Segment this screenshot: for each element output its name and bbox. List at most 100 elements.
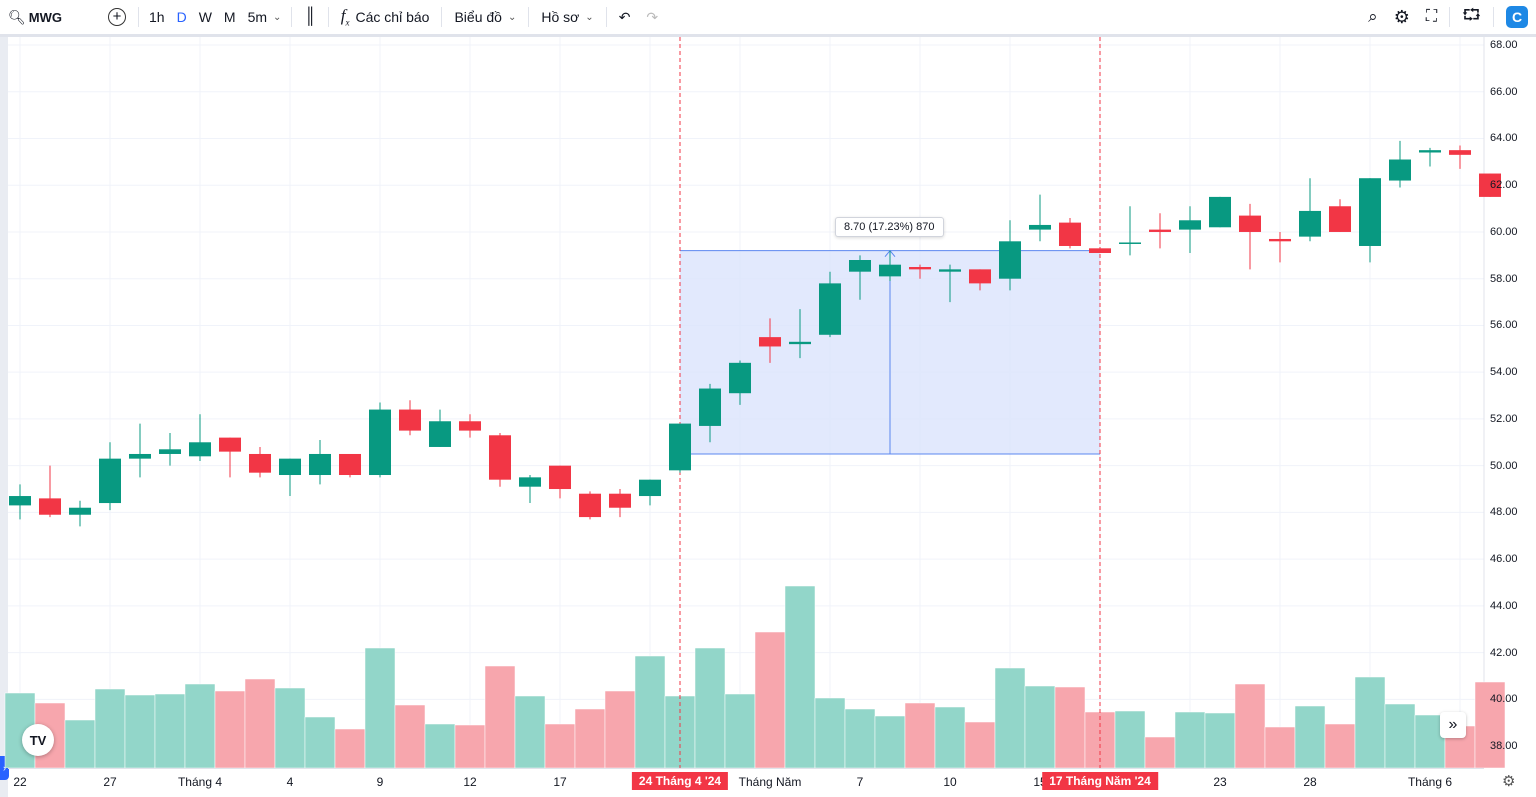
time-label: 17 <box>553 775 567 789</box>
candle-body <box>909 267 931 270</box>
candle-body <box>999 241 1021 279</box>
volume-bar <box>484 665 516 768</box>
price-label: 48.00 <box>1490 506 1518 519</box>
price-label: 58.00 <box>1490 272 1518 285</box>
app-logo[interactable]: C <box>1498 0 1536 34</box>
compare-button[interactable]: + <box>100 0 134 34</box>
volume-bar <box>814 697 846 768</box>
axis-settings-icon[interactable]: ⚙ <box>1502 773 1516 790</box>
volume-bar <box>1024 685 1056 768</box>
indicators-button[interactable]: fx Các chỉ báo <box>340 6 430 28</box>
candle-body <box>1479 173 1501 197</box>
symbol-search[interactable]: 🔍︎ MWG <box>8 8 62 25</box>
time-label: 12 <box>463 775 477 789</box>
interval-5m[interactable]: 5m ⌄ <box>247 9 282 25</box>
volume-bar <box>514 695 546 768</box>
left-drawing-strip <box>0 37 8 797</box>
candle-body <box>1089 248 1111 253</box>
candle-body <box>1179 220 1201 230</box>
time-label: 4 <box>286 775 294 789</box>
brand-logo-icon: C <box>1506 6 1528 28</box>
volume-bar <box>154 693 186 768</box>
candle-body <box>819 283 841 335</box>
candle-body <box>249 453 271 473</box>
measure-label: 8.70 (17.23%) 870 <box>835 217 944 237</box>
volume-bar <box>574 708 606 768</box>
candle-body <box>1239 215 1261 232</box>
settings-button[interactable]: ⚙ <box>1386 0 1418 34</box>
volume-bar <box>1384 703 1416 768</box>
price-label: 56.00 <box>1490 319 1518 332</box>
candle-body <box>1209 196 1231 228</box>
interval-D[interactable]: D <box>176 9 187 25</box>
candle-body <box>429 421 451 447</box>
quick-search-button[interactable]: ⌕ <box>1360 0 1386 34</box>
price-label: 62.00 <box>1490 179 1518 192</box>
candle-body <box>1419 150 1441 153</box>
volume-bar <box>424 723 456 768</box>
time-axis[interactable]: 22 27 Tháng 4 4 9 12 17 24 Tháng 4 '24 Tháng Năm… <box>8 768 1484 797</box>
time-label: 27 <box>103 775 117 789</box>
volume-bar <box>1114 710 1146 768</box>
candles-icon: ║ <box>304 8 316 25</box>
redo-button[interactable]: ↷ <box>638 0 666 34</box>
volume-bar <box>1054 686 1086 768</box>
volume-bar <box>214 690 246 768</box>
profile-menu[interactable]: Hồ sơ ⌄ <box>541 9 594 25</box>
tradingview-logo[interactable]: TV <box>22 724 54 756</box>
volume-bar <box>124 694 156 768</box>
divider <box>138 7 139 27</box>
volume-bar <box>724 693 756 768</box>
volume-bar <box>1474 681 1506 768</box>
price-chart[interactable] <box>0 37 1536 768</box>
price-label: 68.00 <box>1490 39 1518 51</box>
volume-bar <box>274 687 306 768</box>
candle-body <box>609 493 631 508</box>
price-label: 50.00 <box>1490 459 1518 472</box>
volume-bar <box>844 708 876 768</box>
candle-body <box>1149 229 1171 232</box>
candle-body <box>129 453 151 459</box>
candle-body <box>69 507 91 515</box>
volume-bar <box>1204 712 1236 768</box>
chart-type-button[interactable]: ║ <box>296 0 323 34</box>
time-label: 28 <box>1303 775 1317 789</box>
chevron-down-icon: ⌄ <box>273 11 282 23</box>
volume-bar <box>184 683 216 768</box>
interval-M[interactable]: M <box>223 9 236 25</box>
price-label: 40.00 <box>1490 693 1518 706</box>
volume-bar <box>634 655 666 768</box>
volume-bar <box>904 702 936 768</box>
divider <box>528 7 530 27</box>
volume-bar <box>334 728 366 768</box>
volume-bar <box>754 631 786 768</box>
top-toolbar: 🔍︎ MWG + 1h D W M 5m ⌄ ║ fx Các chỉ báo Biể… <box>0 0 1536 37</box>
fullscreen-button[interactable]: ⛶ <box>1418 0 1445 34</box>
time-label: 9 <box>376 775 384 789</box>
share-button[interactable]: ⮔ <box>1454 0 1489 34</box>
divider <box>605 7 607 27</box>
price-label: 44.00 <box>1490 599 1518 612</box>
candle-body <box>579 493 601 518</box>
redo-icon: ↷ <box>646 8 659 25</box>
expand-sidebar-button[interactable]: › <box>0 756 9 780</box>
volume-bar <box>964 721 996 768</box>
candle-body <box>1299 210 1321 237</box>
interval-1h[interactable]: 1h <box>149 9 165 25</box>
candle-body <box>1059 222 1081 246</box>
fullscreen-icon: ⛶ <box>1425 8 1438 25</box>
gear-icon: ⚙ <box>1393 6 1410 27</box>
candle-body <box>969 269 991 284</box>
candle-body <box>699 388 721 426</box>
price-label: 52.00 <box>1490 412 1518 425</box>
chart-menu[interactable]: Biểu đồ ⌄ <box>454 9 517 25</box>
volume-bar <box>304 716 336 768</box>
candle-body <box>39 498 61 515</box>
scroll-to-realtime-button[interactable]: » <box>1440 712 1466 738</box>
volume-bar <box>1234 683 1266 768</box>
candle-body <box>159 449 181 454</box>
interval-W[interactable]: W <box>198 9 212 25</box>
candle-body <box>1389 159 1411 181</box>
candle-body <box>1329 206 1351 232</box>
undo-button[interactable]: ↶ <box>611 0 639 34</box>
